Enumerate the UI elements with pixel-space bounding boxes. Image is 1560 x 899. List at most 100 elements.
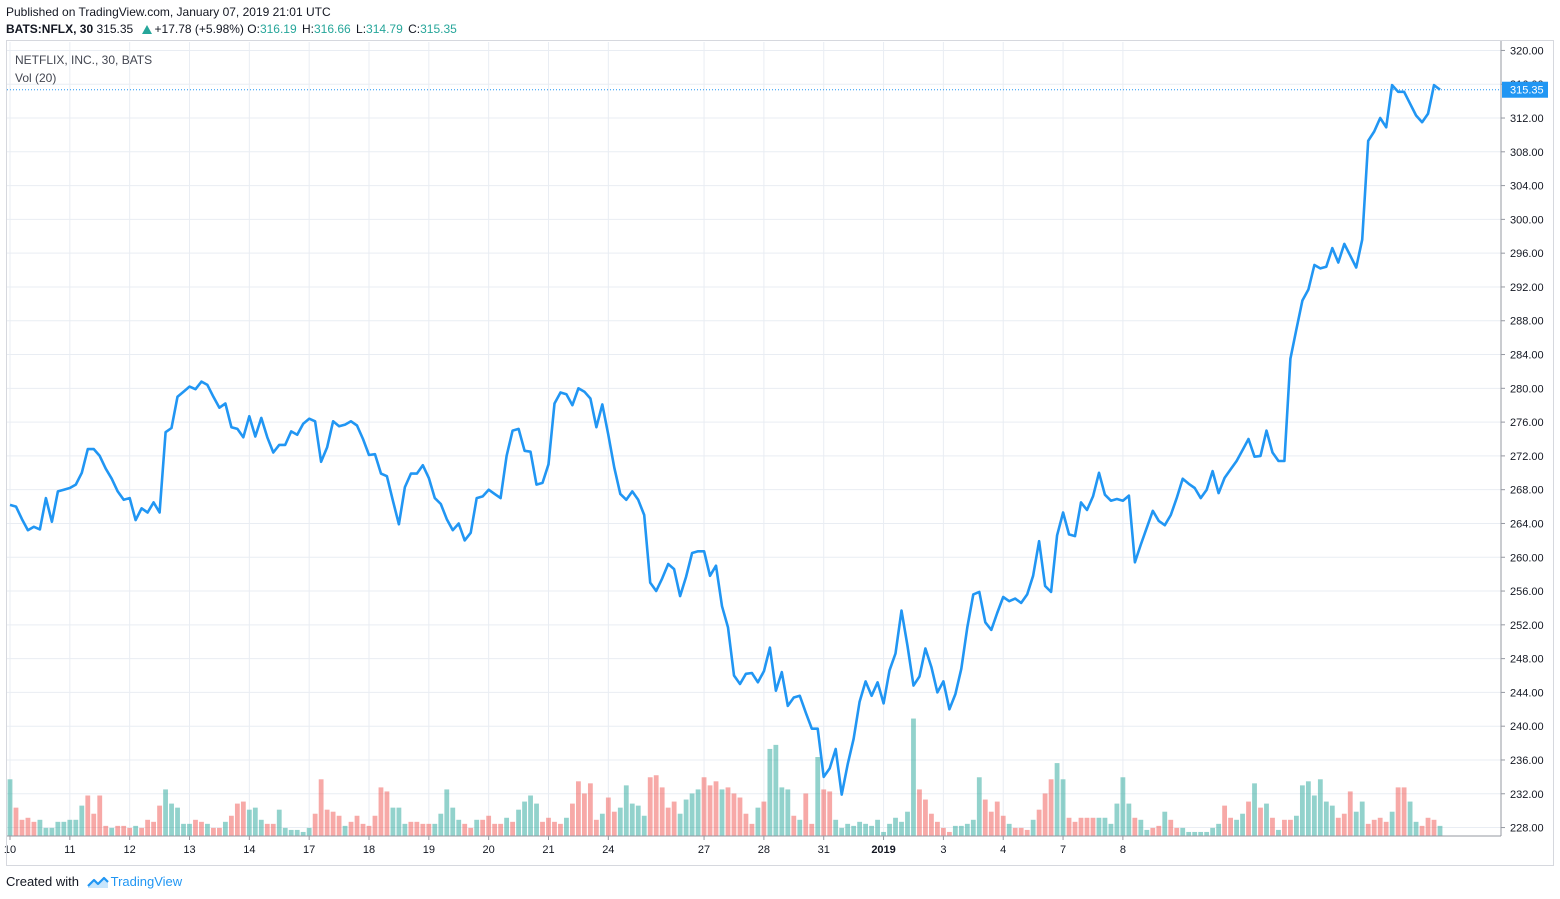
chart-legend: NETFLIX, INC., 30, BATS Vol (20) bbox=[15, 53, 152, 85]
volume-bar bbox=[504, 817, 510, 836]
volume-bar bbox=[629, 803, 635, 836]
x-tick-label: 10 bbox=[4, 844, 16, 856]
x-tick-label: 11 bbox=[64, 844, 75, 856]
symbol-quote-header: BATS:NFLX, 30 315.35 +17.78 (+5.98%) O:3… bbox=[6, 22, 459, 36]
volume-bar bbox=[791, 815, 797, 836]
volume-bar bbox=[378, 787, 384, 836]
volume-bar bbox=[839, 827, 845, 836]
volume-bar bbox=[1258, 807, 1263, 836]
volume-bar bbox=[1174, 827, 1180, 836]
volume-bar bbox=[360, 823, 366, 836]
volume-bar bbox=[97, 795, 103, 836]
volume-bar bbox=[893, 817, 898, 836]
volume-bar bbox=[617, 807, 623, 836]
volume-bar bbox=[653, 775, 659, 836]
volume-bar bbox=[1407, 801, 1413, 836]
volume-bar bbox=[115, 825, 121, 836]
volume-bar bbox=[67, 819, 73, 836]
volume-bar bbox=[1347, 791, 1353, 836]
volume-bar bbox=[1006, 823, 1012, 836]
volume-bar bbox=[462, 823, 468, 836]
volume-bar bbox=[1431, 819, 1437, 836]
volume-bar bbox=[671, 801, 677, 836]
y-tick-label: 284.00 bbox=[1510, 350, 1544, 362]
volume-bar bbox=[1132, 817, 1138, 836]
volume-bar bbox=[402, 823, 408, 836]
volume-bar bbox=[139, 827, 145, 836]
volume-bar bbox=[803, 793, 809, 836]
chart-grid bbox=[7, 42, 1501, 836]
volume-bar bbox=[1066, 817, 1072, 836]
time-axis: 10 11 12 13 14 17 18 19 20 21 24 27 28 31 2019 3 4 7 8 bbox=[4, 40, 1554, 866]
volume-bar bbox=[240, 801, 246, 836]
volume-bar bbox=[91, 813, 97, 836]
tradingview-link[interactable]: TradingView bbox=[110, 874, 183, 889]
volume-bar bbox=[1102, 817, 1108, 836]
volume-bar bbox=[1012, 827, 1018, 836]
volume-bar bbox=[234, 803, 240, 836]
volume-bar bbox=[599, 813, 605, 836]
volume-bar bbox=[228, 815, 234, 836]
volume-bar bbox=[970, 819, 976, 836]
volume-bar bbox=[528, 795, 533, 836]
volume-bar bbox=[217, 827, 222, 836]
volume-bar bbox=[845, 823, 851, 836]
volume-bar bbox=[1341, 813, 1347, 836]
volume-bar bbox=[1204, 831, 1210, 836]
volume-bar bbox=[486, 815, 492, 836]
volume-bar bbox=[348, 821, 354, 836]
volume-bar bbox=[833, 819, 839, 836]
volume-bar bbox=[587, 783, 593, 836]
volume-bar bbox=[1156, 825, 1162, 836]
volume-bar bbox=[546, 817, 551, 836]
footer: Created with TradingView bbox=[6, 874, 182, 889]
volume-bar bbox=[755, 807, 761, 836]
x-tick-label: 2019 bbox=[871, 844, 895, 856]
volume-bar bbox=[1389, 811, 1395, 836]
volume-bar bbox=[420, 823, 426, 836]
volume-bar bbox=[689, 793, 695, 836]
volume-bar bbox=[276, 809, 282, 836]
volume-bar bbox=[558, 823, 563, 836]
volume-bar bbox=[252, 807, 258, 836]
volume-bar bbox=[330, 811, 336, 836]
volume-bar bbox=[863, 823, 869, 836]
volume-bar bbox=[1377, 817, 1383, 836]
volume-bar bbox=[187, 823, 192, 836]
y-tick-label: 268.00 bbox=[1510, 485, 1544, 497]
volume-bar bbox=[940, 827, 946, 836]
y-tick-label: 228.00 bbox=[1510, 823, 1544, 835]
volume-bar bbox=[659, 787, 665, 836]
volume-bar bbox=[1264, 803, 1269, 836]
volume-bar bbox=[426, 823, 432, 836]
volume-bar bbox=[181, 823, 186, 836]
volume-bar bbox=[576, 781, 581, 836]
volume-bar bbox=[1090, 817, 1096, 836]
last-price: 315.35 bbox=[96, 22, 134, 36]
volume-bar bbox=[1413, 821, 1419, 836]
volume-bar bbox=[480, 819, 486, 836]
volume-bar bbox=[73, 819, 79, 836]
volume-bar bbox=[1096, 817, 1102, 836]
volume-bar bbox=[737, 797, 743, 836]
volume-bar bbox=[288, 829, 294, 836]
volume-bar bbox=[1036, 809, 1042, 836]
volume-bar bbox=[157, 805, 162, 836]
volume-bar bbox=[635, 805, 641, 836]
chart-frame bbox=[6, 40, 1554, 866]
volume-bar bbox=[851, 825, 857, 836]
volume-bar bbox=[869, 825, 874, 836]
symbol-label: BATS:NFLX, 30 bbox=[6, 22, 94, 36]
open-value: 316.19 bbox=[259, 22, 297, 36]
volume-bar bbox=[246, 809, 252, 836]
volume-bar bbox=[605, 797, 611, 836]
volume-bar bbox=[468, 827, 474, 836]
volume-bar bbox=[540, 821, 545, 836]
volume-bar bbox=[641, 815, 647, 836]
price-chart[interactable]: 228.00 232.00 236.00 240.00 244.00 248.00 252.… bbox=[0, 40, 1560, 866]
volume-bar bbox=[1108, 823, 1114, 836]
volume-bar bbox=[1299, 785, 1305, 836]
volume-bar bbox=[414, 821, 420, 836]
volume-bar bbox=[282, 827, 288, 836]
volume-bar bbox=[1246, 801, 1251, 836]
